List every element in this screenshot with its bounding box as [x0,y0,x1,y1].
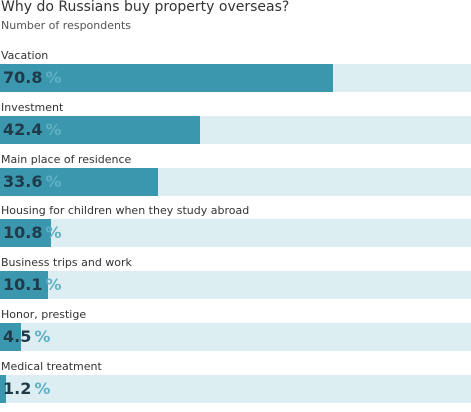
bar-value-label: 10.1% [3,275,62,294]
bar [0,115,200,144]
bar-row: Housing for children when they study abr… [0,204,471,256]
bar [0,167,159,196]
bar-value-number: 10.1 [3,275,43,295]
bar-value-number: 70.8 [3,68,43,87]
page-subtitle: Number of respondents [1,19,132,32]
bar-category-label: Main place of residence [1,152,132,166]
bar-value-number: 42.4 [3,119,43,139]
bar-category-label: Honor, prestige [1,308,87,321]
bar-value-unit: % [45,68,62,87]
page-title: Why do Russians buy property overseas? [1,0,290,15]
bar-track: 33.6% [0,167,471,196]
bar-value-number: 4.5 [3,327,32,346]
bar-category-label: Medical treatment [1,359,102,373]
bar-track: 4.5% [0,323,471,351]
bar-row: Investment 42.4% [0,101,471,153]
bar-value-unit: % [34,378,51,398]
bar-track: 10.8% [0,219,471,248]
bar-value-unit: % [45,119,62,139]
bar-row: Business trips and work 10.1% [0,256,471,308]
bar-value-unit: % [45,171,62,191]
bar-value-label: 70.8% [3,68,62,87]
bar-row: Medical treatment 1.2% [0,360,471,412]
bar-value-number: 33.6 [3,171,43,191]
bar-value-unit: % [45,223,62,243]
bar-value-unit: % [34,327,51,346]
bar [0,64,334,92]
bar [0,219,51,248]
bar-category-label: Vacation [1,49,49,62]
bar-track: 10.1% [0,271,471,300]
bar-value-label: 4.5% [3,327,50,346]
bar-category-label: Investment [1,100,64,114]
bar-row: Vacation 70.8% [0,49,471,101]
bar [0,323,22,351]
bar-track: 42.4% [0,115,471,144]
bar-value-label: 1.2% [3,379,50,398]
bar-row: Honor, prestige 4.5% [0,308,471,360]
bar-value-number: 1.2 [3,378,32,398]
bar-chart: Vacation 70.8% Investment 42.4% Main place o… [0,49,471,403]
bar-row: Main place of residence 33.6% [0,153,471,205]
bar-track: 1.2% [0,374,471,403]
bar-value-unit: % [45,275,62,295]
bar-category-label: Business trips and work [1,256,132,270]
bar [0,271,48,300]
bar-track: 70.8% [0,64,471,92]
bar [0,374,6,403]
bar-value-label: 33.6% [3,172,62,191]
bar-category-label: Housing for children when they study abr… [1,204,250,218]
bar-value-number: 10.8 [3,223,43,243]
bar-value-label: 10.8% [3,223,62,242]
bar-value-label: 42.4% [3,120,62,139]
